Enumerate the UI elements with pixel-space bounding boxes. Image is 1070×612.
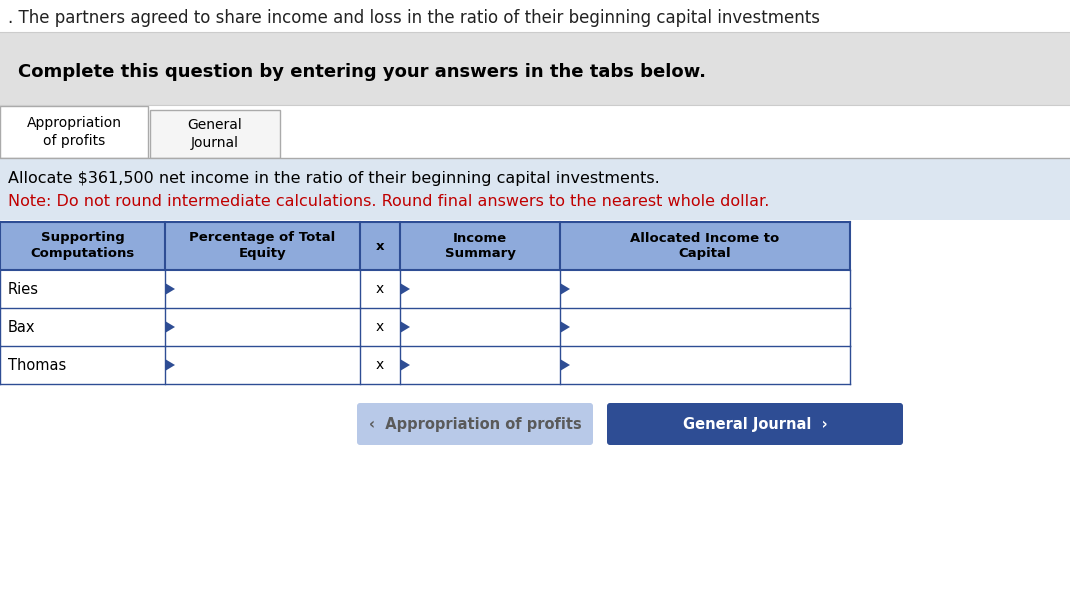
FancyBboxPatch shape	[357, 403, 593, 445]
Text: x: x	[376, 320, 384, 334]
Text: Allocated Income to
Capital: Allocated Income to Capital	[630, 231, 780, 261]
Text: General Journal  ›: General Journal ›	[683, 417, 827, 431]
Text: ‹  Appropriation of profits: ‹ Appropriation of profits	[369, 417, 581, 431]
Polygon shape	[560, 321, 570, 333]
Polygon shape	[400, 359, 410, 371]
Text: Allocate $361,500 net income in the ratio of their beginning capital investments: Allocate $361,500 net income in the rati…	[7, 171, 660, 185]
FancyBboxPatch shape	[0, 270, 850, 308]
FancyBboxPatch shape	[0, 106, 148, 158]
FancyBboxPatch shape	[0, 346, 850, 384]
Text: x: x	[376, 239, 384, 253]
Text: Thomas: Thomas	[7, 357, 66, 373]
Text: Appropriation
of profits: Appropriation of profits	[27, 116, 122, 148]
Text: x: x	[376, 282, 384, 296]
FancyBboxPatch shape	[0, 222, 850, 270]
FancyBboxPatch shape	[607, 403, 903, 445]
Text: . The partners agreed to share income and loss in the ratio of their beginning c: . The partners agreed to share income an…	[7, 9, 820, 27]
Text: Note: Do not round intermediate calculations. Round final answers to the nearest: Note: Do not round intermediate calculat…	[7, 195, 769, 209]
Text: x: x	[376, 358, 384, 372]
FancyBboxPatch shape	[0, 158, 1070, 220]
Text: Complete this question by entering your answers in the tabs below.: Complete this question by entering your …	[18, 63, 706, 81]
Text: Bax: Bax	[7, 319, 35, 335]
Text: Percentage of Total
Equity: Percentage of Total Equity	[189, 231, 336, 261]
Polygon shape	[165, 283, 175, 295]
Polygon shape	[400, 283, 410, 295]
Text: Income
Summary: Income Summary	[444, 231, 516, 261]
Text: Supporting
Computations: Supporting Computations	[30, 231, 135, 261]
Text: Ries: Ries	[7, 282, 39, 296]
Text: General
Journal: General Journal	[187, 118, 243, 150]
FancyBboxPatch shape	[150, 110, 280, 158]
Polygon shape	[560, 283, 570, 295]
FancyBboxPatch shape	[0, 33, 1070, 105]
FancyBboxPatch shape	[0, 308, 850, 346]
Polygon shape	[400, 321, 410, 333]
Polygon shape	[560, 359, 570, 371]
Polygon shape	[165, 321, 175, 333]
Polygon shape	[165, 359, 175, 371]
